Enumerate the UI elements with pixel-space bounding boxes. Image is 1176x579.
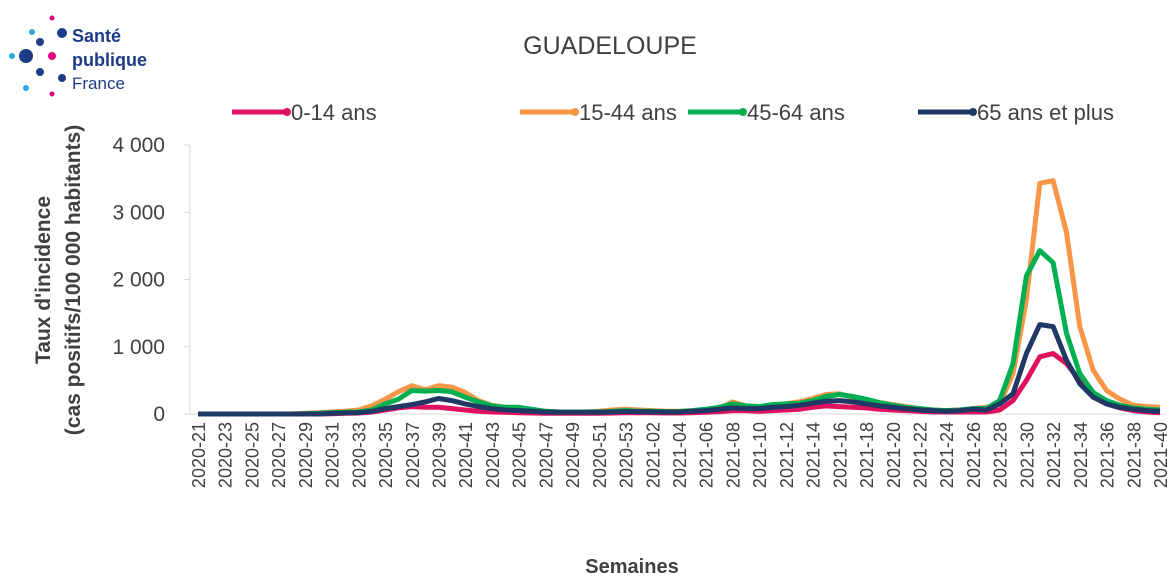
x-tick-label: 2020-51 [590,422,610,488]
y-tick-label: 2 000 [112,269,165,292]
x-tick-label: 2021-16 [830,422,850,488]
x-tick-label: 2021-06 [697,422,717,488]
x-tick-label: 2020-35 [376,422,396,488]
x-tick-label: 2021-14 [804,422,824,488]
x-tick-label: 2021-38 [1124,422,1144,488]
legend-marker [571,108,579,116]
x-tick-label: 2021-18 [857,422,877,488]
x-tick-label: 2020-33 [349,422,369,488]
legend-label: 65 ans et plus [977,100,1114,125]
x-tick-label: 2021-02 [643,422,663,488]
logo-text: Santé [72,26,121,46]
legend-marker [283,108,291,116]
legend-label: 45-64 ans [747,100,845,125]
x-tick-label: 2021-32 [1044,422,1064,488]
x-tick-label: 2021-24 [937,422,957,488]
x-tick-label: 2021-30 [1017,422,1037,488]
y-axis-title: Taux d'incidence [32,196,55,364]
series-line [198,322,1161,417]
x-tick-label: 2020-45 [510,422,530,488]
y-axis-title: (cas positifs/100 000 habitants) [62,125,85,435]
x-tick-label: 2020-31 [323,422,343,488]
legend-marker [739,108,747,116]
legend-marker [969,108,977,116]
y-tick-label: 3 000 [112,201,165,224]
x-tick-label: 2020-47 [536,422,556,488]
x-tick-label: 2021-26 [964,422,984,488]
chart-title: GUADELOUPE [523,32,697,60]
x-tick-label: 2021-34 [1071,422,1091,488]
legend-label: 15-44 ans [579,100,677,125]
x-tick-label: 2021-10 [750,422,770,488]
x-tick-label: 2021-40 [1151,422,1171,488]
x-tick-label: 2020-41 [456,422,476,488]
x-axis-title: Semaines [585,556,678,578]
x-tick-label: 2021-22 [911,422,931,488]
x-tick-label: 2020-49 [563,422,583,488]
x-tick-label: 2021-28 [991,422,1011,488]
x-tick-label: 2020-39 [430,422,450,488]
x-tick-label: 2020-37 [403,422,423,488]
x-tick-label: 2020-23 [216,422,236,488]
x-tick-label: 2020-53 [617,422,637,488]
x-tick-label: 2021-36 [1098,422,1118,488]
x-tick-label: 2021-12 [777,422,797,488]
x-tick-label: 2021-08 [723,422,743,488]
x-tick-label: 2020-29 [296,422,316,488]
x-tick-label: 2021-20 [884,422,904,488]
x-tick-label: 2020-21 [189,422,209,488]
x-tick-label: 2020-27 [269,422,289,488]
logo-text: publique [72,50,147,70]
x-tick-label: 2020-25 [242,422,262,488]
legend-label: 0-14 ans [291,100,377,125]
y-tick-label: 4 000 [112,134,165,157]
y-tick-label: 1 000 [112,336,165,359]
logo: Santé publique France [9,15,147,97]
x-tick-label: 2021-04 [670,422,690,488]
logo-text: France [72,74,125,93]
x-tick-label: 2020-43 [483,422,503,488]
y-tick-label: 0 [153,403,165,426]
